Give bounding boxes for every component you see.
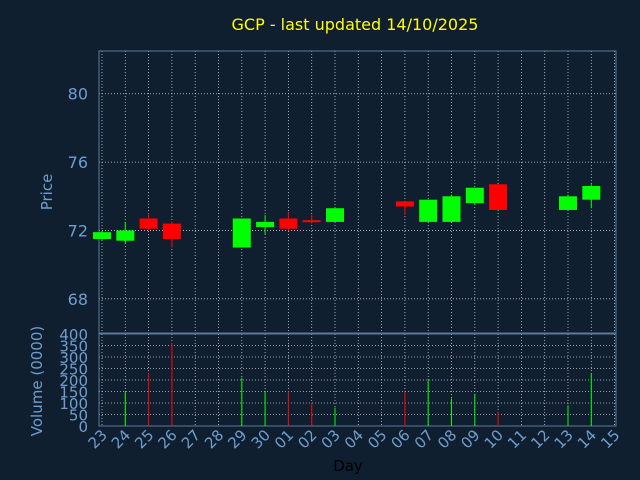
candle-body bbox=[395, 201, 414, 207]
price-panel: 68 72 76 80 Price bbox=[38, 50, 617, 334]
candle-body bbox=[139, 218, 158, 229]
candle-body bbox=[93, 232, 111, 239]
chart-title: GCP - last updated 14/10/2025 bbox=[232, 15, 479, 34]
candle-body bbox=[419, 199, 438, 222]
x-axis-label: Day bbox=[333, 457, 363, 475]
day-x-ticks: 2324252627282930010203040506070809101112… bbox=[85, 426, 624, 452]
volume-tick-label: 250 bbox=[59, 361, 88, 379]
price-y-ticks: 68 72 76 80 bbox=[68, 85, 88, 309]
candle-body bbox=[326, 208, 344, 222]
candle-body bbox=[582, 186, 601, 200]
candle-body bbox=[302, 220, 321, 223]
candle-body bbox=[116, 230, 135, 241]
price-tick-label: 80 bbox=[68, 85, 88, 104]
volume-y-axis-label: Volume (0000) bbox=[28, 326, 46, 436]
volume-grid bbox=[99, 333, 616, 427]
candle-body bbox=[279, 218, 298, 229]
candle-body bbox=[559, 196, 577, 210]
volume-tick-label: 400 bbox=[59, 326, 88, 344]
volume-tick-label: 150 bbox=[59, 384, 88, 402]
candle-body bbox=[442, 196, 461, 222]
volume-tick-label: 50 bbox=[69, 407, 88, 425]
volume-tick-label: 100 bbox=[59, 395, 88, 413]
candle-body bbox=[256, 221, 275, 228]
volume-tick-label: 300 bbox=[59, 349, 88, 367]
volume-tick-label: 0 bbox=[78, 418, 88, 436]
price-grid bbox=[99, 51, 616, 333]
candle-body bbox=[465, 187, 484, 204]
price-tick-label: 68 bbox=[68, 290, 88, 309]
candle-body bbox=[232, 218, 251, 248]
price-y-axis-label: Price bbox=[38, 174, 56, 211]
volume-tick-label: 350 bbox=[59, 338, 88, 356]
volume-tick-label: 200 bbox=[59, 372, 88, 390]
candle-body bbox=[162, 223, 181, 239]
day-tick-label: 15 bbox=[597, 426, 623, 452]
candles bbox=[93, 184, 601, 248]
candle-body bbox=[489, 184, 508, 210]
price-tick-label: 72 bbox=[68, 221, 88, 240]
volume-bars bbox=[124, 343, 592, 426]
price-plot-frame bbox=[98, 50, 617, 334]
price-tick-label: 76 bbox=[68, 153, 88, 172]
volume-plot-frame bbox=[98, 333, 617, 427]
